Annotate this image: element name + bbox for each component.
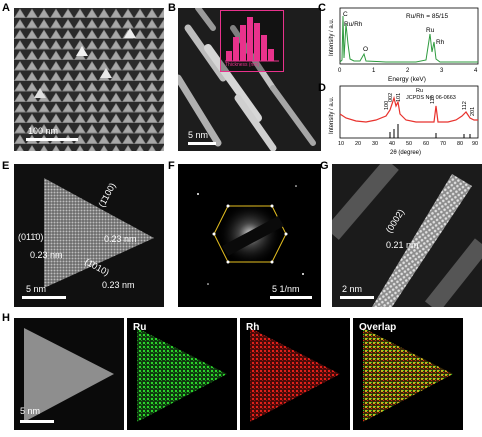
panel-label-g: G bbox=[320, 160, 329, 172]
scale-label: 5 nm bbox=[188, 130, 209, 140]
spacing-label: 0.23 nm bbox=[102, 280, 135, 290]
peak-label: 101 bbox=[396, 93, 402, 102]
tick-label: 1 bbox=[372, 68, 376, 74]
peak-ru-label: Ru bbox=[426, 27, 435, 34]
panel-b-tem-image: Thickness (nm) 5 nm bbox=[178, 8, 321, 151]
tick-label: 10 bbox=[338, 141, 344, 147]
facet-label: (011̄0) bbox=[18, 232, 44, 242]
panel-label-f: F bbox=[168, 160, 175, 172]
spacing-label: 0.21 nm bbox=[386, 240, 419, 250]
scale-label: 5 1/nm bbox=[272, 284, 300, 294]
ratio-label: Ru/Rh = 85/15 bbox=[406, 13, 448, 20]
nanoplate-edge bbox=[372, 174, 472, 307]
nanoplate-array bbox=[14, 8, 164, 151]
peak-o-label: O bbox=[363, 46, 368, 53]
histogram-xlabel: Thickness (nm) bbox=[225, 62, 260, 68]
tick-label: 4 bbox=[474, 68, 478, 74]
ru-map: Ru bbox=[127, 318, 237, 430]
tick-label: 2 bbox=[406, 68, 410, 74]
beam-stopper bbox=[222, 216, 284, 256]
panel-label-e: E bbox=[2, 160, 10, 172]
edx-ylabel: Intensity / a.u. bbox=[329, 18, 335, 56]
spacing-label: 0.23 nm bbox=[30, 250, 63, 260]
tick-label: 0 bbox=[338, 68, 342, 74]
scale-bar bbox=[22, 296, 66, 299]
panel-label-c: C bbox=[318, 2, 326, 14]
peak-label: 110 bbox=[430, 95, 436, 104]
edx-xlabel: Energy (keV) bbox=[388, 76, 426, 83]
xrd-ylabel: Intensity / a.u. bbox=[329, 96, 335, 134]
panel-g-hrtem-edge: (0002) 0.21 nm 2 nm bbox=[332, 164, 482, 307]
peak-label: 100 bbox=[384, 101, 390, 110]
peak-rh-label: Rh bbox=[436, 39, 445, 46]
panel-label-a: A bbox=[2, 2, 10, 14]
peak-ru-rh-label: Ru/Rh bbox=[344, 21, 363, 28]
haadf-map: 5 nm bbox=[14, 318, 124, 430]
tick-label: 30 bbox=[372, 141, 378, 147]
thickness-histogram-inset: Thickness (nm) bbox=[220, 10, 284, 72]
scale-label: 5 nm bbox=[20, 406, 41, 416]
tick-label: 40 bbox=[389, 141, 395, 147]
scale-label: 100 nm bbox=[28, 126, 59, 136]
map-title: Overlap bbox=[359, 322, 397, 333]
panel-f-diffraction-pattern: 5 1/nm bbox=[178, 164, 321, 307]
tick-label: 80 bbox=[457, 141, 463, 147]
panel-label-b: B bbox=[168, 2, 176, 14]
xrd-xlabel: 2θ (degree) bbox=[390, 150, 421, 156]
scale-bar bbox=[26, 138, 78, 141]
rh-map: Rh bbox=[240, 318, 350, 430]
scale-label: 5 nm bbox=[26, 284, 47, 294]
ref-label: Ru bbox=[416, 88, 423, 94]
scale-bar bbox=[340, 296, 374, 299]
tick-label: 60 bbox=[423, 141, 429, 147]
peak-label: 201 bbox=[470, 107, 476, 116]
panel-d-xrd-pattern: Intensity / a.u. 100 002 101 110 112 201… bbox=[326, 84, 482, 156]
overlap-map: Overlap bbox=[353, 318, 463, 430]
spacing-label: 0.23 nm bbox=[104, 234, 137, 244]
jcpds-label: JCPDS No. 06-0663 bbox=[406, 95, 456, 101]
panel-e-hrtem-image: (1̄100) (011̄0) 0.23 nm 0.23 nm (1̄010) … bbox=[14, 164, 164, 307]
peak-label: 002 bbox=[388, 93, 394, 102]
tick-label: 90 bbox=[472, 141, 478, 147]
scale-bar bbox=[270, 296, 312, 299]
scale-label: 2 nm bbox=[342, 284, 363, 294]
scale-bar bbox=[20, 420, 54, 423]
scale-bar bbox=[188, 142, 216, 145]
peak-label: 112 bbox=[462, 101, 468, 110]
tick-label: 50 bbox=[406, 141, 412, 147]
tick-label: 70 bbox=[440, 141, 446, 147]
map-title: Ru bbox=[133, 322, 147, 333]
tick-label: 20 bbox=[355, 141, 361, 147]
peak-c-label: C bbox=[343, 11, 348, 18]
panel-label-d: D bbox=[318, 82, 326, 94]
panel-label-h: H bbox=[2, 312, 10, 324]
panel-c-edx-spectrum: Intensity / a.u. C Ru/Rh O Ru Rh Ru/Rh =… bbox=[326, 4, 482, 84]
panel-a-sem-image: 100 nm bbox=[14, 8, 164, 151]
tick-label: 3 bbox=[440, 68, 444, 74]
nanoplate-triangle bbox=[44, 178, 154, 288]
map-title: Rh bbox=[246, 322, 260, 333]
